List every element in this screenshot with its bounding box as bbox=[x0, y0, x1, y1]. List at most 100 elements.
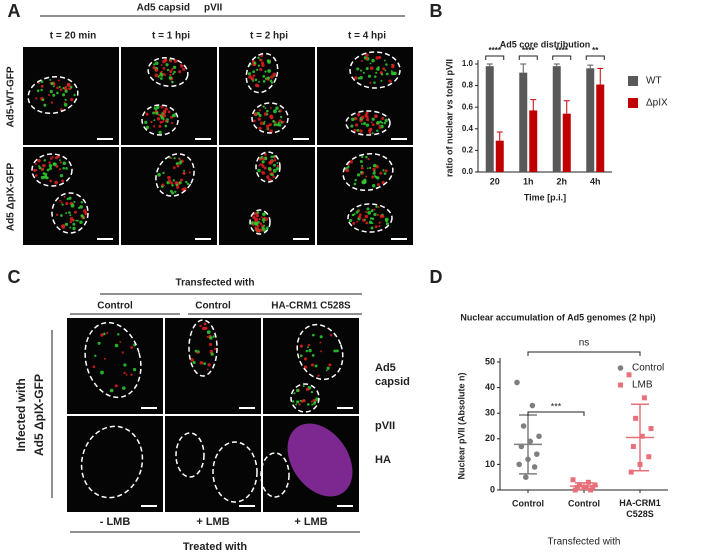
signal-dot bbox=[295, 403, 298, 406]
column-header: t = 2 hpi bbox=[250, 31, 288, 42]
signal-dot bbox=[361, 180, 366, 185]
signal-dot bbox=[154, 61, 159, 66]
treatment-label: - LMB bbox=[100, 516, 131, 528]
signal-dot bbox=[325, 369, 328, 372]
signal-dot bbox=[360, 170, 363, 174]
signal-dot bbox=[345, 168, 349, 173]
signal-dot bbox=[272, 168, 277, 173]
y-axis-label: ratio of nuclear vs total pVII bbox=[444, 59, 454, 177]
signal-dot bbox=[272, 120, 275, 123]
signal-dot bbox=[369, 81, 372, 84]
signal-dot bbox=[266, 113, 269, 116]
signal-dot bbox=[152, 66, 156, 70]
signal-dot bbox=[167, 175, 171, 180]
signal-dot bbox=[365, 210, 368, 213]
micrograph bbox=[165, 416, 261, 512]
signal-dot bbox=[384, 69, 387, 72]
error-bar bbox=[597, 67, 604, 85]
signal-dot bbox=[199, 324, 202, 328]
micrograph bbox=[317, 147, 413, 245]
signal-dot bbox=[257, 64, 260, 67]
signal-dot bbox=[182, 171, 186, 175]
column-header: Control bbox=[195, 301, 231, 312]
nucleus-outline bbox=[345, 110, 391, 136]
signal-dot bbox=[170, 181, 174, 185]
signal-dot bbox=[155, 111, 159, 115]
x-tick-label: 20 bbox=[490, 176, 500, 186]
signal-dot bbox=[273, 163, 276, 167]
signal-dot bbox=[64, 98, 67, 101]
signal-dot bbox=[281, 120, 285, 124]
signal-dot bbox=[261, 171, 263, 174]
signal-dot bbox=[196, 351, 200, 354]
bar bbox=[485, 66, 494, 172]
signal-dot bbox=[298, 403, 301, 406]
signal-dot bbox=[366, 118, 370, 122]
signal-dot bbox=[69, 226, 72, 229]
y-tick-label: 0.8 bbox=[462, 81, 474, 90]
signal-dot bbox=[61, 203, 64, 206]
signal-dot bbox=[364, 218, 366, 221]
signal-dot bbox=[373, 170, 376, 173]
signal-dot bbox=[263, 120, 266, 123]
data-point bbox=[592, 482, 598, 488]
y-tick-label: 0.4 bbox=[462, 124, 474, 133]
signal-dot bbox=[378, 126, 382, 129]
signal-dot bbox=[312, 333, 315, 337]
signal-dot bbox=[333, 349, 337, 353]
signal-dot bbox=[176, 185, 180, 189]
signal-dot bbox=[262, 221, 265, 224]
signal-dot bbox=[168, 179, 172, 183]
signal-dot bbox=[251, 221, 254, 223]
signal-dot bbox=[158, 74, 161, 77]
signal-dot bbox=[272, 155, 275, 158]
signal-dot bbox=[258, 109, 261, 112]
micrograph bbox=[317, 47, 413, 145]
signal-dot bbox=[329, 333, 333, 337]
signal-dot bbox=[54, 180, 58, 185]
signal-dot bbox=[103, 332, 106, 336]
signal-dot bbox=[349, 159, 353, 164]
signal-dot bbox=[167, 110, 171, 114]
signal-dot bbox=[310, 363, 315, 367]
signal-dot bbox=[263, 166, 267, 170]
signal-dot bbox=[209, 336, 213, 340]
column-header: t = 20 min bbox=[50, 31, 96, 42]
signal-dot bbox=[49, 89, 53, 94]
column-header: t = 4 hpi bbox=[348, 31, 386, 42]
panel-label: B bbox=[430, 1, 443, 21]
signal-dot bbox=[212, 335, 216, 338]
signal-dot bbox=[354, 178, 357, 182]
signal-dot bbox=[261, 226, 265, 230]
signal-dot bbox=[172, 179, 176, 182]
signal-dot bbox=[38, 166, 42, 170]
signal-dot bbox=[293, 392, 296, 395]
signal-dot bbox=[264, 153, 267, 156]
signal-dot bbox=[62, 224, 66, 228]
data-point bbox=[577, 482, 583, 488]
row-header: Ad5 ΔpIX-GFP bbox=[32, 374, 46, 456]
signal-dot bbox=[158, 124, 162, 128]
section-header: Transfected with bbox=[176, 278, 255, 289]
signal-dot bbox=[262, 75, 266, 78]
signal-dot bbox=[273, 109, 277, 114]
micrograph bbox=[23, 47, 119, 145]
signal-dot bbox=[75, 219, 78, 222]
signal-dot bbox=[267, 60, 271, 64]
signal-dot bbox=[264, 107, 267, 110]
signal-dot bbox=[80, 201, 84, 204]
y-axis-label: Nuclear pVII (Absolute n) bbox=[456, 372, 466, 479]
nucleus-outline bbox=[296, 323, 344, 381]
bar bbox=[519, 72, 528, 172]
signal-dot bbox=[70, 97, 74, 102]
signal-dot bbox=[276, 123, 280, 127]
signal-dot bbox=[60, 214, 63, 217]
signal-dot bbox=[371, 132, 374, 135]
signal-dot bbox=[170, 115, 174, 119]
signal-dot bbox=[202, 326, 206, 331]
signal-dot bbox=[385, 219, 388, 223]
signal-dot bbox=[40, 175, 45, 180]
signal-dot bbox=[269, 106, 272, 109]
signal-dot bbox=[62, 161, 67, 166]
